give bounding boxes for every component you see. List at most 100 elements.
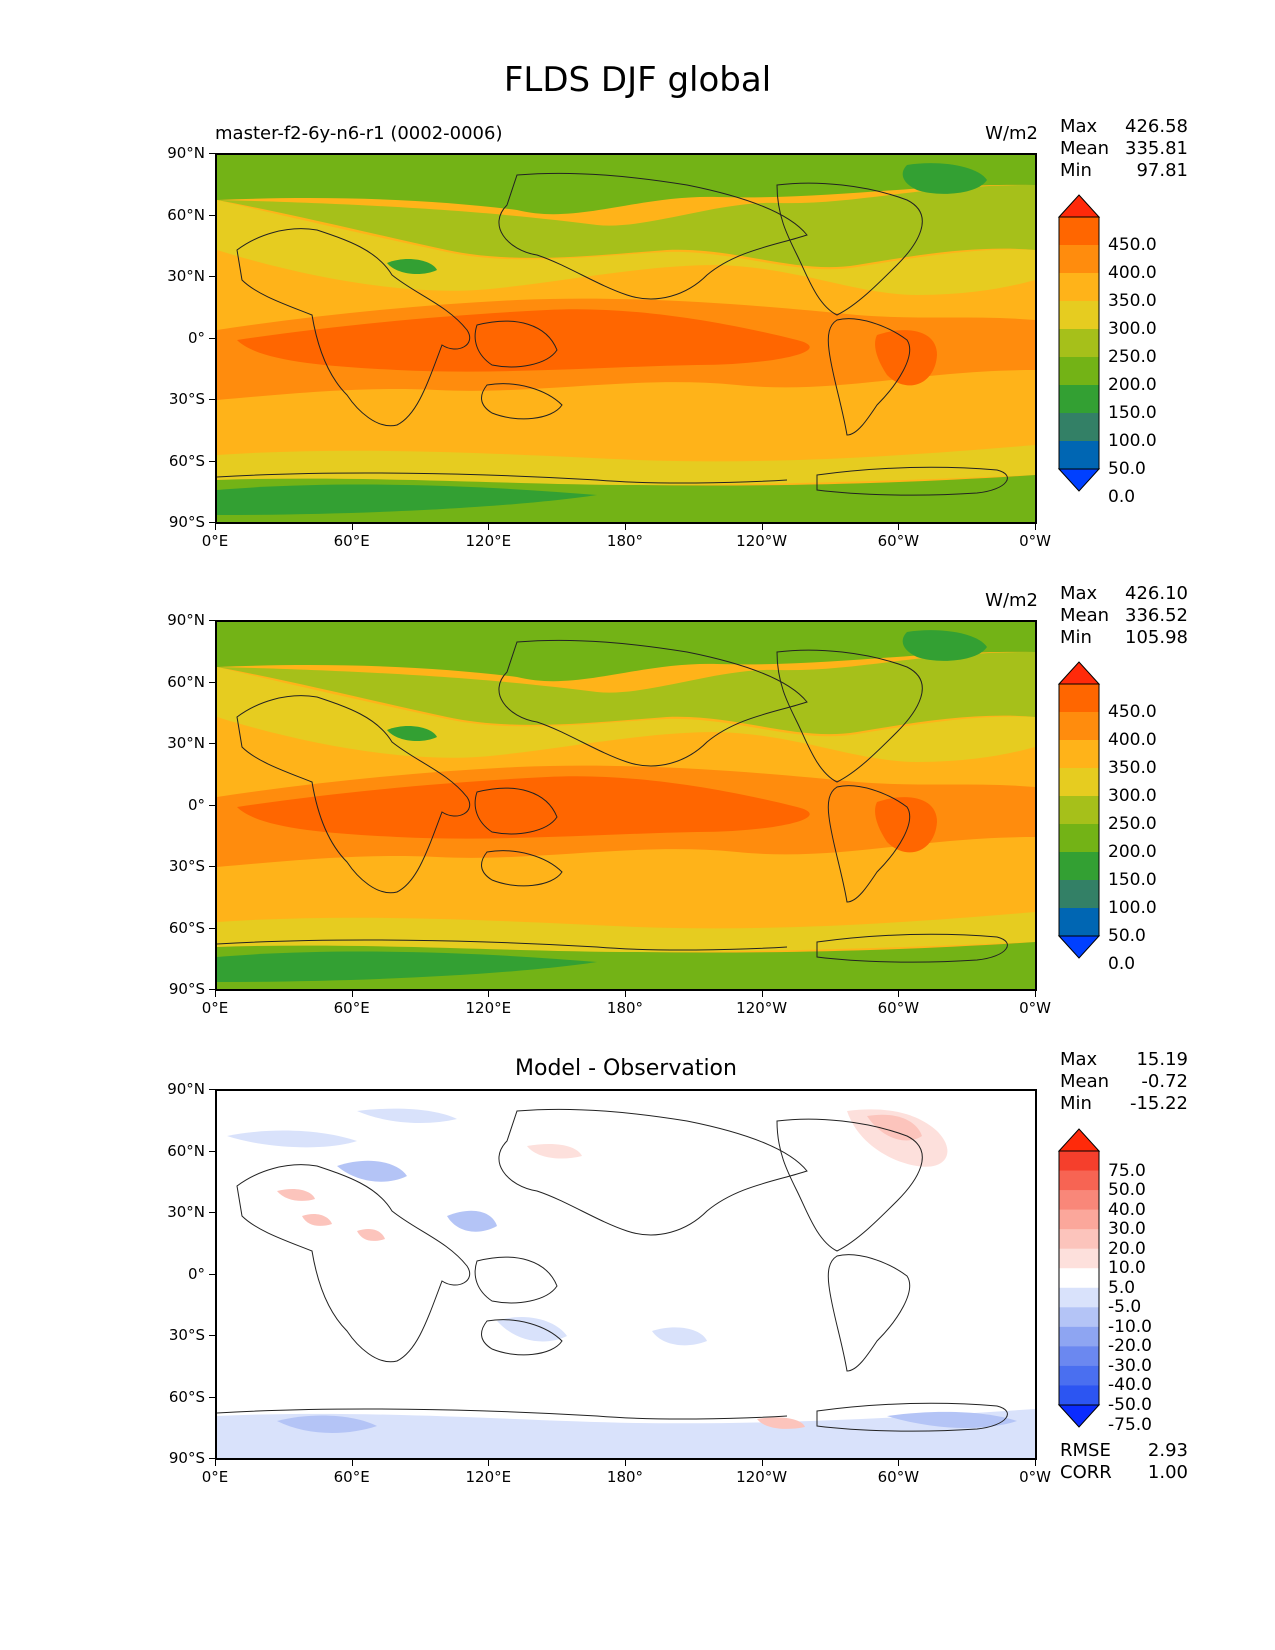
lat-tick-mark xyxy=(209,522,215,523)
colorbar-tick-label: 300.0 xyxy=(1108,786,1157,806)
lon-tick-mark xyxy=(488,1460,490,1466)
stat-label: Min xyxy=(1060,627,1092,648)
stat-row-mean: Mean 336.52 xyxy=(1060,605,1188,627)
lat-tick-mark xyxy=(209,620,215,621)
lat-tick-mark xyxy=(209,460,215,462)
colorbar-extend-min xyxy=(1057,468,1101,492)
lon-tick-label: 0°E xyxy=(201,999,229,1017)
colorbar-segment xyxy=(1059,824,1099,853)
lat-tick-label: 90°N xyxy=(167,611,205,629)
lat-tick-mark xyxy=(209,1150,215,1152)
lat-tick-label: 90°N xyxy=(167,1080,205,1098)
lat-tick-mark xyxy=(209,1335,215,1336)
colorbar-extend-min xyxy=(1057,1404,1101,1428)
colorbar-outline xyxy=(1058,683,1100,937)
stat-value: -0.72 xyxy=(1141,1071,1188,1092)
colorbar-tick-label: 100.0 xyxy=(1108,898,1157,918)
stat-label: RMSE xyxy=(1060,1440,1111,1461)
colorbar-segment xyxy=(1059,1248,1099,1269)
lat-tick-label: 0° xyxy=(187,1264,205,1283)
lon-tick-mark xyxy=(625,1460,626,1466)
colorbar-extend-max xyxy=(1057,1128,1101,1152)
colorbar-segment xyxy=(1059,273,1099,302)
lat-tick-label: 30°S xyxy=(168,857,205,875)
stats-observation: Max 426.10 Mean 336.52 Min 105.98 xyxy=(1060,583,1188,649)
colorbar-outline xyxy=(1058,216,1100,470)
lon-tick-label: 0°W xyxy=(1019,999,1051,1017)
figure-title: FLDS DJF global xyxy=(503,60,772,100)
colorbar-segment xyxy=(1059,329,1099,358)
lat-tick-mark xyxy=(209,927,215,929)
colorbar-segment xyxy=(1059,217,1099,246)
colorbar-tick-label: 75.0 xyxy=(1108,1160,1146,1181)
lon-tick-label: 120°E xyxy=(465,1468,512,1486)
colorbar-tick-label: 150.0 xyxy=(1108,870,1157,890)
lon-tick-mark xyxy=(351,991,353,997)
colorbar-tick-label: 450.0 xyxy=(1108,702,1157,722)
lon-tick-mark xyxy=(761,524,763,530)
colorbar-extend-min xyxy=(1057,935,1101,959)
stat-label: Max xyxy=(1060,1049,1098,1070)
lon-tick-mark xyxy=(488,524,490,530)
lat-tick-label: 30°S xyxy=(168,1326,205,1344)
colorbar-tick-label: 200.0 xyxy=(1108,842,1157,862)
lat-tick-mark xyxy=(209,1396,215,1398)
stat-value: 336.52 xyxy=(1125,605,1188,626)
lat-tick-mark xyxy=(209,1212,215,1213)
lat-tick-label: 90°S xyxy=(168,1449,205,1467)
colorbar-extend-max xyxy=(1057,661,1101,685)
colorbar-segment xyxy=(1059,357,1099,386)
stat-value: 15.19 xyxy=(1136,1049,1188,1070)
stat-label: Max xyxy=(1060,583,1098,604)
lon-tick-label: 120°E xyxy=(465,999,512,1017)
stat-row-rmse: RMSE 2.93 xyxy=(1060,1440,1188,1462)
stat-label: CORR xyxy=(1060,1462,1112,1483)
lon-tick-label: 120°W xyxy=(736,1468,788,1486)
stat-value: 97.81 xyxy=(1136,160,1188,181)
colorbar-tick-label: -30.0 xyxy=(1108,1355,1152,1376)
colorbar-segment xyxy=(1059,1326,1099,1347)
extra-stats-difference: RMSE 2.93 CORR 1.00 xyxy=(1060,1440,1188,1484)
lon-tick-label: 180° xyxy=(606,532,644,550)
lon-tick-mark xyxy=(625,991,626,997)
panel-left-title: master-f2-6y-n6-r1 (0002-0006) xyxy=(215,123,503,144)
map-observation-field xyxy=(217,622,1035,989)
colorbar-tick-label: 10.0 xyxy=(1108,1258,1146,1279)
colorbar-outline xyxy=(1058,1150,1100,1406)
colorbar-tick-label: 300.0 xyxy=(1108,319,1157,339)
lat-tick-mark xyxy=(209,276,215,277)
stat-value: 1.00 xyxy=(1147,1462,1188,1483)
colorbar-segment xyxy=(1059,1190,1099,1211)
lon-tick-mark xyxy=(215,524,216,530)
colorbar-tick-label: 50.0 xyxy=(1108,1180,1146,1201)
map-observation xyxy=(215,620,1037,991)
stat-row-mean: Mean -0.72 xyxy=(1060,1071,1188,1093)
lon-tick-mark xyxy=(898,991,900,997)
lon-tick-label: 60°E xyxy=(333,532,370,550)
lon-tick-label: 120°E xyxy=(465,532,512,550)
stat-value: 426.58 xyxy=(1125,116,1188,137)
lon-tick-mark xyxy=(625,524,626,530)
colorbar-tick-label: 100.0 xyxy=(1108,431,1157,451)
colorbar-segment xyxy=(1059,413,1099,442)
lon-tick-mark xyxy=(761,1460,763,1466)
lon-tick-mark xyxy=(761,991,763,997)
colorbar-observation xyxy=(1057,661,1101,959)
colorbar-segment xyxy=(1059,1209,1099,1230)
colorbar-segment xyxy=(1059,1307,1099,1328)
colorbar-tick-label: 350.0 xyxy=(1108,758,1157,778)
lat-tick-label: 90°S xyxy=(168,980,205,998)
colorbar-tick-label: 200.0 xyxy=(1108,375,1157,395)
lat-tick-label: 60°S xyxy=(168,918,205,937)
lat-tick-mark xyxy=(209,214,215,216)
colorbar-segment xyxy=(1059,385,1099,414)
lon-tick-label: 120°W xyxy=(736,999,788,1017)
lon-tick-label: 0°E xyxy=(201,532,229,550)
lat-tick-mark xyxy=(209,866,215,867)
lon-tick-label: 60°E xyxy=(333,999,370,1017)
stat-row-corr: CORR 1.00 xyxy=(1060,1462,1188,1484)
lon-tick-mark xyxy=(1035,1460,1036,1466)
colorbar-tick-label: -40.0 xyxy=(1108,1375,1152,1396)
lat-tick-label: 0° xyxy=(187,795,205,814)
stat-label: Min xyxy=(1060,160,1092,181)
